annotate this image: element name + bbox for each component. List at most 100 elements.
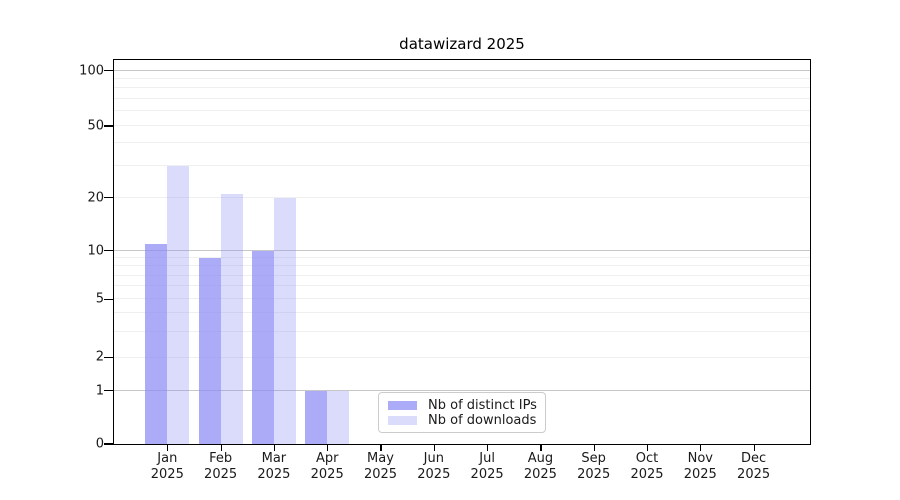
x-tick-month: Dec bbox=[741, 451, 767, 466]
legend-row-distinct-ips: Nb of distinct IPs bbox=[388, 398, 537, 413]
minor-gridline-90 bbox=[114, 78, 810, 80]
y-tick-label-1: 1 bbox=[95, 383, 104, 399]
y-tick-label-20: 20 bbox=[87, 190, 104, 206]
y-tick-label-100: 100 bbox=[79, 63, 104, 79]
y-tick-label-5: 5 bbox=[95, 291, 104, 307]
minor-gridline-80 bbox=[114, 87, 810, 89]
x-tick-mark-feb bbox=[220, 445, 222, 451]
major-gridline-10 bbox=[114, 249, 810, 251]
y-tick-label-10: 10 bbox=[87, 243, 104, 259]
x-tick-label-apr: Apr 2025 bbox=[295, 451, 359, 483]
x-tick-year: 2025 bbox=[150, 467, 184, 482]
x-tick-year: 2025 bbox=[257, 467, 291, 482]
x-tick-month: Nov bbox=[687, 451, 713, 466]
y-tick-mark-100 bbox=[104, 70, 113, 72]
minor-gridline-9 bbox=[114, 257, 810, 259]
x-tick-year: 2025 bbox=[577, 467, 611, 482]
bar-distinct-ips-feb bbox=[198, 258, 221, 444]
x-tick-mark-mar bbox=[273, 445, 276, 451]
x-tick-month: Oct bbox=[635, 451, 659, 466]
plot-area: Nb of distinct IPs Nb of downloads bbox=[113, 59, 811, 445]
x-tick-mark-aug bbox=[540, 445, 542, 451]
x-tick-mark-nov bbox=[700, 445, 702, 451]
minor-gridline-60 bbox=[114, 110, 810, 112]
x-tick-mark-may bbox=[380, 445, 382, 451]
x-tick-year: 2025 bbox=[630, 467, 664, 482]
y-tick-mark-50 bbox=[104, 125, 113, 127]
x-tick-year: 2025 bbox=[737, 467, 771, 482]
y-tick-mark-2 bbox=[104, 356, 113, 359]
legend: Nb of distinct IPs Nb of downloads bbox=[378, 392, 546, 433]
minor-gridline-50 bbox=[114, 124, 810, 126]
legend-swatch-distinct-ips bbox=[388, 401, 417, 410]
y-tick-label-0: 0 bbox=[95, 436, 104, 452]
bar-distinct-ips-mar bbox=[251, 250, 274, 444]
x-tick-label-mar: Mar 2025 bbox=[242, 451, 306, 483]
legend-swatch-downloads bbox=[388, 416, 417, 425]
x-tick-mark-dec bbox=[753, 445, 755, 451]
minor-gridline-30 bbox=[114, 164, 810, 166]
x-tick-label-sep: Sep 2025 bbox=[562, 451, 626, 483]
x-tick-year: 2025 bbox=[417, 467, 451, 482]
x-tick-label-feb: Feb 2025 bbox=[189, 451, 253, 483]
x-tick-month: Apr bbox=[315, 451, 339, 466]
x-tick-year: 2025 bbox=[204, 467, 238, 482]
major-gridline-1 bbox=[114, 389, 810, 391]
minor-gridline-8 bbox=[114, 265, 810, 267]
major-gridline-100 bbox=[114, 69, 810, 71]
x-tick-year: 2025 bbox=[363, 467, 398, 482]
minor-gridline-7 bbox=[114, 274, 810, 276]
x-tick-year: 2025 bbox=[523, 467, 557, 482]
x-tick-mark-apr bbox=[327, 445, 329, 451]
chart-title: datawizard 2025 bbox=[399, 35, 525, 53]
y-tick-mark-5 bbox=[104, 298, 113, 300]
legend-label-downloads: Nb of downloads bbox=[428, 413, 537, 428]
minor-gridline-20 bbox=[114, 196, 810, 198]
bar-downloads-feb bbox=[220, 193, 243, 444]
x-tick-month: Aug bbox=[527, 451, 554, 466]
x-tick-year: 2025 bbox=[470, 467, 504, 482]
y-tick-mark-20 bbox=[104, 196, 113, 199]
x-tick-label-dec: Dec 2025 bbox=[722, 451, 786, 483]
x-tick-mark-oct bbox=[646, 445, 649, 451]
x-tick-mark-sep bbox=[593, 445, 595, 451]
y-tick-mark-1 bbox=[104, 390, 113, 392]
bar-downloads-mar bbox=[273, 197, 296, 444]
x-tick-year: 2025 bbox=[310, 467, 344, 482]
y-tick-label-50: 50 bbox=[87, 118, 104, 134]
x-tick-mark-jun bbox=[433, 445, 435, 451]
x-tick-year: 2025 bbox=[683, 467, 717, 482]
minor-gridline-6 bbox=[114, 285, 810, 287]
minor-gridline-40 bbox=[114, 142, 810, 144]
x-tick-month: Jul bbox=[479, 451, 495, 466]
legend-label-distinct-ips: Nb of distinct IPs bbox=[428, 398, 537, 413]
minor-gridline-4 bbox=[114, 312, 810, 314]
x-tick-label-jun: Jun 2025 bbox=[402, 451, 466, 483]
minor-gridline-3 bbox=[114, 330, 810, 332]
bar-downloads-apr bbox=[327, 390, 350, 444]
y-tick-mark-0 bbox=[104, 443, 113, 445]
bar-distinct-ips-apr bbox=[305, 390, 328, 444]
minor-gridline-2 bbox=[114, 356, 810, 358]
x-tick-label-oct: Oct 2025 bbox=[615, 451, 679, 483]
x-tick-label-aug: Aug 2025 bbox=[508, 451, 572, 483]
y-tick-label-2: 2 bbox=[95, 349, 104, 365]
x-tick-label-may: May 2025 bbox=[348, 451, 412, 483]
x-tick-month: Jun bbox=[423, 451, 444, 466]
x-tick-month: Feb bbox=[209, 451, 233, 466]
bar-downloads-jan bbox=[167, 165, 190, 444]
minor-gridline-5 bbox=[114, 298, 810, 300]
x-tick-label-jul: Jul 2025 bbox=[455, 451, 519, 483]
x-tick-mark-jan bbox=[167, 445, 169, 451]
x-tick-label-nov: Nov 2025 bbox=[668, 451, 732, 483]
minor-gridline-70 bbox=[114, 98, 810, 100]
legend-row-downloads: Nb of downloads bbox=[388, 413, 536, 428]
x-tick-month: Mar bbox=[261, 451, 287, 466]
x-tick-mark-jul bbox=[487, 445, 489, 451]
x-tick-month: Jan bbox=[157, 451, 178, 466]
x-tick-month: Sep bbox=[581, 451, 606, 466]
x-tick-label-jan: Jan 2025 bbox=[135, 451, 199, 483]
y-tick-mark-10 bbox=[104, 250, 113, 252]
bar-distinct-ips-jan bbox=[145, 243, 168, 444]
